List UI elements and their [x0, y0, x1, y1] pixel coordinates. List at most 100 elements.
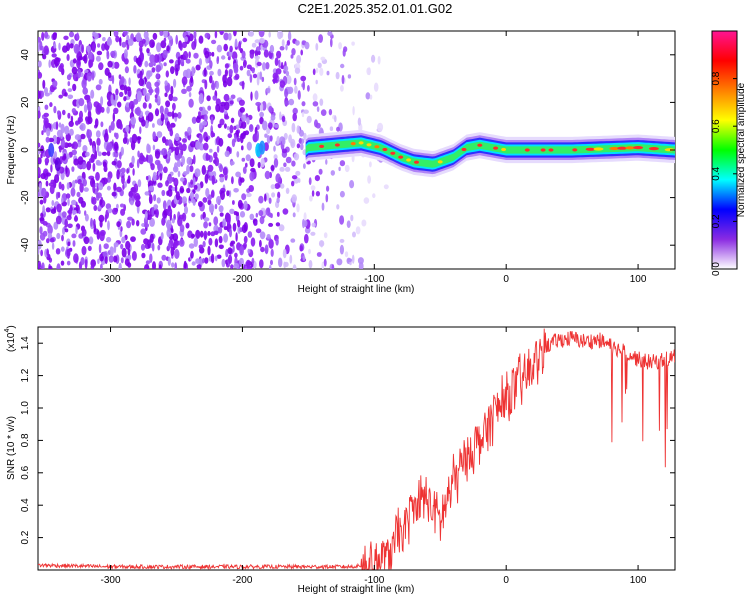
noise-blob — [154, 81, 160, 88]
noise-blob — [229, 124, 234, 134]
noise-blob — [242, 166, 247, 174]
y-tick-label: 1.0 — [20, 401, 31, 415]
noise-blob — [139, 70, 143, 80]
noise-blob — [161, 148, 168, 156]
ridge-hotspot — [633, 146, 644, 150]
noise-blob — [130, 236, 136, 243]
noise-blob — [158, 264, 162, 269]
noise-blob — [124, 181, 127, 188]
noise-blob — [255, 212, 258, 218]
noise-blob — [340, 85, 344, 92]
noise-blob — [179, 187, 185, 193]
noise-blob — [125, 102, 131, 108]
noise-blob — [131, 104, 134, 114]
noise-blob — [200, 214, 203, 220]
noise-blob — [102, 251, 108, 257]
noise-blob — [318, 240, 325, 247]
noise-blob — [148, 88, 154, 94]
noise-blob — [291, 194, 298, 203]
noise-blob — [204, 50, 210, 59]
noise-blob — [144, 265, 147, 269]
snr-multiplier-base: (x10 — [6, 332, 17, 352]
noise-blob — [165, 70, 169, 78]
noise-blob — [383, 184, 389, 190]
noise-blob — [275, 238, 279, 246]
noise-blob — [131, 218, 135, 226]
noise-blob — [278, 59, 281, 68]
noise-blob — [71, 199, 77, 206]
noise-blob — [291, 160, 296, 167]
noise-blob — [67, 112, 71, 119]
noise-blob — [82, 178, 88, 187]
noise-blob — [156, 197, 161, 204]
noise-blob — [301, 112, 305, 118]
noise-blob — [86, 161, 92, 171]
noise-blob — [38, 248, 40, 255]
noise-blob — [288, 98, 295, 106]
noise-blob — [39, 217, 45, 222]
noise-blob — [106, 150, 111, 157]
noise-blob — [202, 120, 208, 126]
y-tick-label: 1.2 — [20, 368, 31, 382]
noise-blob — [79, 123, 86, 131]
noise-blob — [181, 196, 188, 204]
noise-blob — [207, 231, 211, 236]
noise-blob — [215, 80, 220, 90]
noise-blob — [300, 143, 304, 151]
noise-blob — [102, 161, 107, 168]
noise-blob — [120, 257, 124, 264]
noise-blob — [216, 254, 222, 259]
noise-blob — [247, 231, 253, 238]
noise-blob — [110, 50, 116, 58]
noise-blob — [277, 191, 281, 199]
noise-blob — [261, 76, 265, 82]
noise-blob — [177, 153, 183, 159]
y-tick-label: 40 — [20, 49, 31, 61]
x-tick-label: -100 — [364, 274, 384, 285]
noise-blob — [295, 40, 300, 46]
noise-blob — [168, 149, 172, 154]
noise-blob — [138, 155, 144, 165]
noise-blob — [233, 31, 237, 37]
noise-blob — [115, 35, 120, 43]
noise-blob — [215, 103, 221, 113]
noise-blob — [90, 264, 95, 269]
noise-blob — [228, 68, 233, 76]
noise-blob — [84, 213, 89, 222]
noise-blob — [95, 159, 101, 166]
noise-blob — [127, 248, 131, 256]
noise-blob — [363, 197, 370, 204]
noise-blob — [160, 113, 165, 122]
noise-blob — [338, 166, 341, 172]
noise-blob — [55, 215, 62, 225]
noise-blob — [61, 211, 67, 218]
noise-blob — [113, 255, 118, 263]
noise-blob — [281, 39, 285, 47]
noise-blob — [152, 144, 156, 151]
noise-blob — [260, 158, 265, 168]
noise-blob — [163, 37, 167, 43]
noise-blob — [154, 94, 158, 99]
noise-blob — [259, 111, 264, 118]
noise-blob — [346, 220, 351, 228]
noise-blob — [211, 51, 215, 57]
noise-blob — [217, 68, 222, 77]
noise-blob — [104, 214, 108, 223]
noise-blob — [279, 111, 282, 121]
noise-blob — [181, 76, 188, 86]
noise-blob — [71, 233, 77, 239]
noise-blob — [224, 115, 230, 120]
noise-blob — [185, 58, 191, 64]
noise-blob — [160, 232, 164, 240]
noise-blob — [281, 137, 286, 146]
noise-blob — [38, 142, 41, 148]
noise-blob — [202, 257, 205, 264]
ridge-hotspot — [390, 151, 396, 155]
noise-blob — [238, 99, 245, 106]
noise-blob — [55, 121, 59, 131]
noise-blob — [123, 31, 128, 36]
noise-blob — [185, 222, 190, 229]
y-tick-label: -40 — [20, 238, 31, 253]
noise-blob — [127, 38, 134, 46]
x-tick-label: 0 — [503, 575, 509, 586]
